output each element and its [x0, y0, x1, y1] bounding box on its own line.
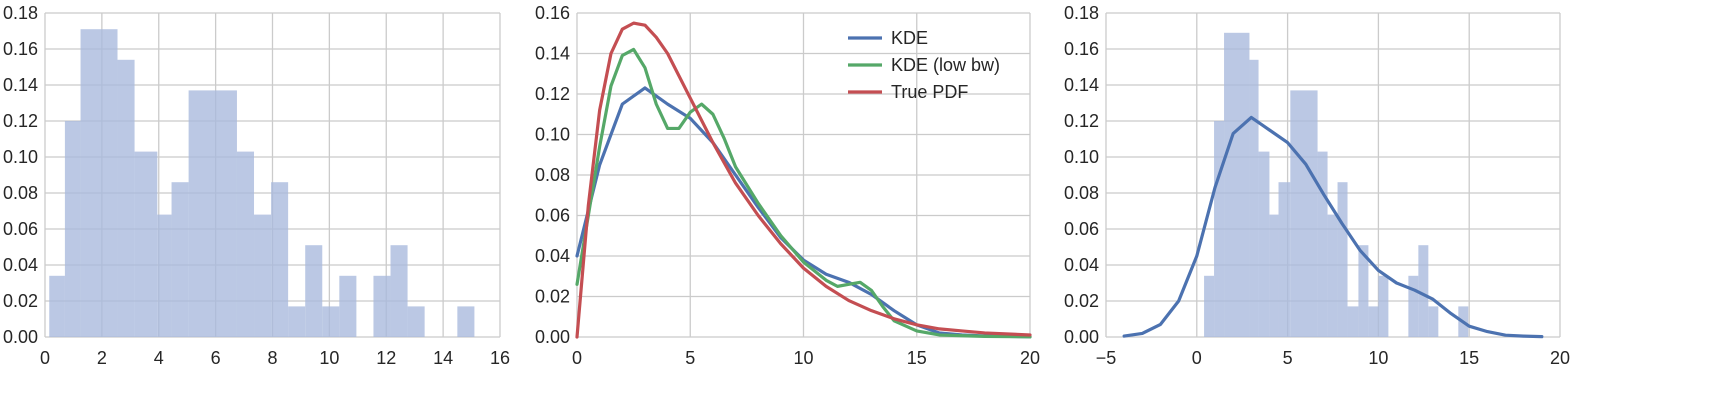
- y-tick-label: 0.16: [535, 3, 570, 23]
- legend: KDE KDE (low bw) True PDF: [848, 28, 1000, 102]
- y-tick-label: 0.14: [3, 75, 38, 95]
- y-tick-label: 0.14: [535, 44, 570, 64]
- y-tick-label: 0.06: [535, 206, 570, 226]
- histogram-bar: [1317, 151, 1328, 337]
- histogram-bar: [1214, 121, 1225, 337]
- y-tick-label: 0.18: [3, 3, 38, 23]
- y-tick-label: 0.08: [535, 165, 570, 185]
- legend-label-kde: KDE: [891, 28, 928, 48]
- x-tick-label: −5: [1096, 348, 1117, 368]
- histogram-bar: [1408, 275, 1419, 337]
- y-tick-label: 0.06: [1064, 219, 1099, 239]
- density-comparison-panel: 0.00 0.02 0.04 0.06 0.08 0.10 0.12 0.14 0.16 0 5 10…: [535, 3, 1040, 368]
- histogram-bar: [1428, 306, 1439, 337]
- histogram-bar: [1278, 182, 1291, 337]
- histogram-bar: [236, 151, 255, 337]
- y-tick-label: 0.00: [535, 327, 570, 347]
- y-tick-label: 0.12: [1064, 111, 1099, 131]
- y-tick-label: 0.04: [3, 255, 38, 275]
- y-tick-label: 0.16: [1064, 39, 1099, 59]
- histogram-bar: [1347, 306, 1359, 337]
- x-tick-label: 5: [685, 348, 695, 368]
- y-tick-label: 0.14: [1064, 75, 1099, 95]
- y-tick-label: 0.16: [3, 39, 38, 59]
- y-tick-label: 0.12: [535, 84, 570, 104]
- y-tick-label: 0.00: [1064, 327, 1099, 347]
- histogram-bar: [1204, 275, 1215, 337]
- series-line-true-pdf: [575, 21, 1032, 339]
- y-tick-label: 0.00: [3, 327, 38, 347]
- histogram-bar: [1368, 306, 1379, 337]
- histogram-bar: [1378, 275, 1389, 337]
- histogram-bar: [1290, 90, 1318, 338]
- histogram-bar: [117, 59, 135, 338]
- y-tick-label: 0.10: [3, 147, 38, 167]
- histogram-bar: [80, 29, 118, 337]
- x-tick-label: 15: [1459, 348, 1479, 368]
- histogram-bar: [288, 306, 306, 337]
- y-tick-label: 0.18: [1064, 3, 1099, 23]
- histogram-bar: [1418, 245, 1429, 337]
- histogram-bar: [390, 245, 408, 337]
- y-tick-label: 0.02: [3, 291, 38, 311]
- histogram-bar: [1258, 151, 1270, 337]
- histogram-bar: [64, 121, 81, 337]
- histogram-bar: [339, 275, 357, 337]
- x-tick-label: 4: [154, 348, 164, 368]
- histogram-bar: [1269, 214, 1279, 337]
- legend-label-true-pdf: True PDF: [891, 82, 968, 102]
- histogram-bar: [157, 214, 172, 337]
- histogram-kde-panel: 0.00 0.02 0.04 0.06 0.08 0.10 0.12 0.14 0.16 0.18…: [1064, 3, 1570, 368]
- y-tick-label: 0.04: [1064, 255, 1099, 275]
- x-tick-label: 14: [433, 348, 453, 368]
- histogram-bar: [188, 90, 237, 338]
- x-tick-label: 10: [319, 348, 339, 368]
- histogram-bar: [254, 214, 272, 337]
- x-tick-label: 15: [907, 348, 927, 368]
- x-tick-label: 6: [211, 348, 221, 368]
- histogram-bar: [407, 306, 425, 337]
- y-tick-label: 0.08: [1064, 183, 1099, 203]
- y-tick-label: 0.08: [3, 183, 38, 203]
- histogram-bar: [1327, 214, 1338, 337]
- kde-line: [1122, 115, 1544, 339]
- y-tick-label: 0.04: [535, 246, 570, 266]
- y-tick-label: 0.02: [1064, 291, 1099, 311]
- histogram-bar: [1224, 32, 1250, 338]
- x-tick-label: 10: [1368, 348, 1388, 368]
- y-tick-label: 0.10: [535, 125, 570, 145]
- legend-label-kde-low-bw: KDE (low bw): [891, 55, 1000, 75]
- histogram-bar: [134, 151, 158, 337]
- x-tick-label: 8: [267, 348, 277, 368]
- x-tick-label: 20: [1020, 348, 1040, 368]
- x-tick-label: 12: [376, 348, 396, 368]
- histogram-bar: [305, 245, 323, 337]
- histogram-bar: [271, 182, 289, 337]
- histogram-bar: [322, 306, 340, 337]
- x-tick-label: 0: [572, 348, 582, 368]
- histogram-bar: [457, 306, 475, 337]
- histogram-bar: [49, 275, 65, 337]
- histogram-bar: [1337, 182, 1348, 337]
- histogram-bar: [373, 275, 391, 337]
- histogram-bar: [1249, 59, 1259, 338]
- x-tick-label: 16: [490, 348, 510, 368]
- histogram-panel: 0.00 0.02 0.04 0.06 0.08 0.10 0.12 0.14 0.16 0.18…: [3, 3, 510, 368]
- y-tick-label: 0.10: [1064, 147, 1099, 167]
- histogram-bar: [1358, 245, 1369, 337]
- x-tick-label: 10: [793, 348, 813, 368]
- x-tick-label: 20: [1550, 348, 1570, 368]
- histogram-bar: [171, 182, 189, 337]
- x-tick-label: 0: [1192, 348, 1202, 368]
- y-tick-label: 0.06: [3, 219, 38, 239]
- series-line-kde-low-bw: [575, 47, 1032, 339]
- x-tick-label: 2: [97, 348, 107, 368]
- y-tick-label: 0.02: [535, 287, 570, 307]
- y-tick-label: 0.12: [3, 111, 38, 131]
- x-tick-label: 5: [1283, 348, 1293, 368]
- x-tick-label: 0: [40, 348, 50, 368]
